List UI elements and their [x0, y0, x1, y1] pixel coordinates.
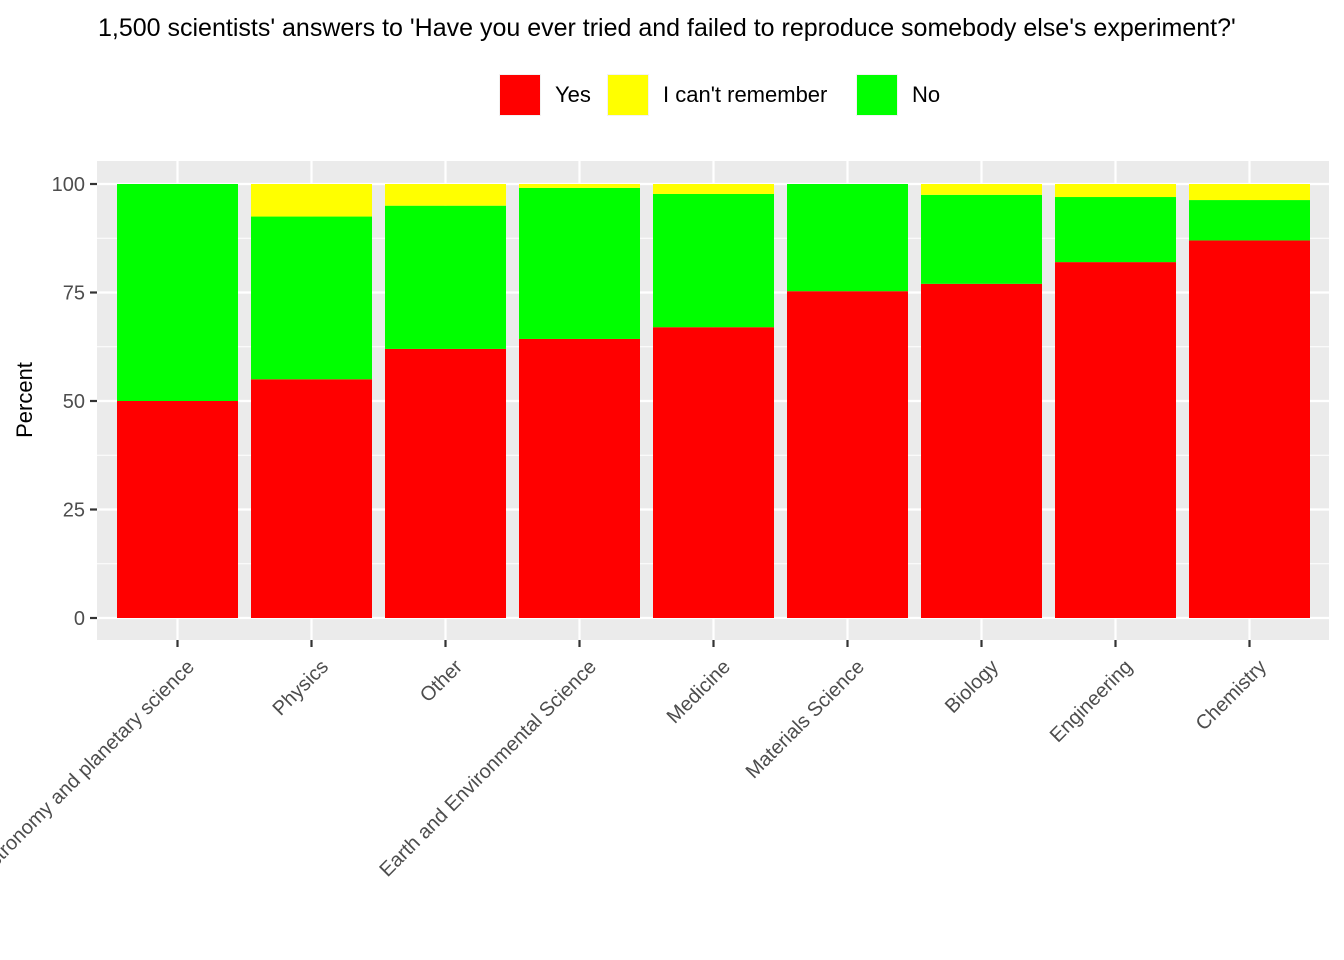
bar-no-medicine: [653, 193, 774, 328]
y-tick-label: 25: [63, 500, 85, 522]
bar-yes-chemistry: [1189, 240, 1310, 619]
bars: [117, 184, 1310, 619]
y-tick-label: 100: [52, 174, 85, 196]
x-tick-label: Engineering: [1046, 656, 1137, 747]
y-axis: 0 25 50 75 100: [52, 174, 97, 630]
legend: Yes I can't remember No: [499, 74, 940, 116]
x-tick-label: Other: [416, 656, 467, 707]
x-tick-label: Astronomy and planetary science: [0, 656, 199, 881]
x-axis: Astronomy and planetary science Physics Ot…: [0, 640, 1271, 881]
bar-i-can-t-remember-earth-and-environmental-science: [519, 184, 640, 188]
bar-no-materials-science: [787, 184, 908, 292]
legend-label-yes: Yes: [555, 82, 591, 107]
x-tick-label: Medicine: [663, 656, 735, 728]
y-tick-label: 50: [63, 391, 85, 413]
legend-label-i-can-t-remember: I can't remember: [663, 82, 827, 107]
legend-label-no: No: [912, 82, 940, 107]
bar-no-engineering: [1055, 197, 1176, 263]
bar-i-can-t-remember-physics: [251, 184, 372, 217]
x-tick-label: Chemistry: [1192, 656, 1271, 735]
bar-yes-biology: [921, 283, 1042, 618]
x-tick-label: Physics: [269, 656, 333, 720]
bar-i-can-t-remember-other: [385, 184, 506, 206]
x-tick-label: Earth and Environmental Science: [375, 656, 600, 881]
bar-no-astronomy-and-planetary-science: [117, 184, 238, 401]
bar-i-can-t-remember-biology: [921, 184, 1042, 195]
bar-no-earth-and-environmental-science: [519, 187, 640, 339]
bar-yes-physics: [251, 379, 372, 618]
bar-yes-astronomy-and-planetary-science: [117, 401, 238, 618]
y-tick-label: 75: [63, 283, 85, 305]
bar-i-can-t-remember-medicine: [653, 184, 774, 194]
y-axis-title: Percent: [12, 362, 37, 438]
x-tick-label: Materials Science: [742, 656, 869, 783]
legend-swatch-yes: [500, 75, 540, 115]
bar-yes-engineering: [1055, 262, 1176, 618]
bar-no-other: [385, 205, 506, 349]
bar-yes-medicine: [653, 327, 774, 618]
bar-i-can-t-remember-engineering: [1055, 184, 1176, 198]
bar-yes-earth-and-environmental-science: [519, 338, 640, 618]
bar-yes-other: [385, 348, 506, 618]
bar-no-biology: [921, 194, 1042, 284]
bar-no-physics: [251, 216, 372, 380]
bar-i-can-t-remember-chemistry: [1189, 184, 1310, 201]
x-tick-label: Biology: [941, 656, 1003, 718]
legend-swatch-no: [857, 75, 897, 115]
chart-title: 1,500 scientists' answers to 'Have you e…: [98, 14, 1236, 42]
bar-yes-materials-science: [787, 291, 908, 618]
y-tick-label: 0: [74, 608, 85, 630]
bar-no-chemistry: [1189, 200, 1310, 241]
legend-swatch-i-can-t-remember: [608, 75, 648, 115]
